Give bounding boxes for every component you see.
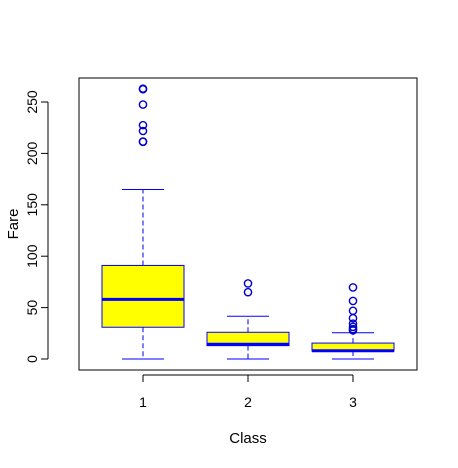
y-tick-label-250: 250 bbox=[24, 90, 40, 114]
y-axis-title: Fare bbox=[5, 209, 22, 240]
x-tick-label-3: 3 bbox=[349, 394, 357, 410]
box-class-2 bbox=[206, 279, 290, 360]
outlier-point bbox=[138, 84, 148, 93]
outlier-point bbox=[138, 137, 148, 146]
outlier-point bbox=[348, 283, 358, 292]
x-axis-title: Class bbox=[229, 430, 267, 447]
y-tick-label-50: 50 bbox=[24, 300, 40, 316]
outlier-point bbox=[243, 279, 253, 288]
box-class-1 bbox=[101, 84, 185, 360]
plot-frame bbox=[78, 77, 418, 371]
x-axis: 1 2 3 bbox=[139, 374, 357, 410]
iqr-box bbox=[101, 264, 185, 328]
y-tick-label-200: 200 bbox=[24, 142, 40, 166]
outlier-point bbox=[138, 100, 148, 109]
box-class-3 bbox=[311, 283, 395, 360]
y-tick-label-150: 150 bbox=[24, 193, 40, 217]
y-tick-label-0: 0 bbox=[24, 355, 40, 363]
outlier-point bbox=[243, 287, 253, 297]
outlier-point bbox=[138, 120, 148, 130]
outlier-point bbox=[348, 306, 358, 316]
outlier-point bbox=[348, 319, 358, 328]
y-axis: 0 50 100 150 200 250 bbox=[24, 90, 49, 363]
outlier-point bbox=[138, 126, 148, 136]
boxes-layer bbox=[101, 84, 395, 360]
y-tick-label-100: 100 bbox=[24, 244, 40, 268]
x-tick-label-1: 1 bbox=[139, 394, 147, 410]
x-tick-label-2: 2 bbox=[244, 394, 252, 410]
outlier-point bbox=[348, 322, 358, 332]
outlier-point bbox=[348, 296, 358, 306]
